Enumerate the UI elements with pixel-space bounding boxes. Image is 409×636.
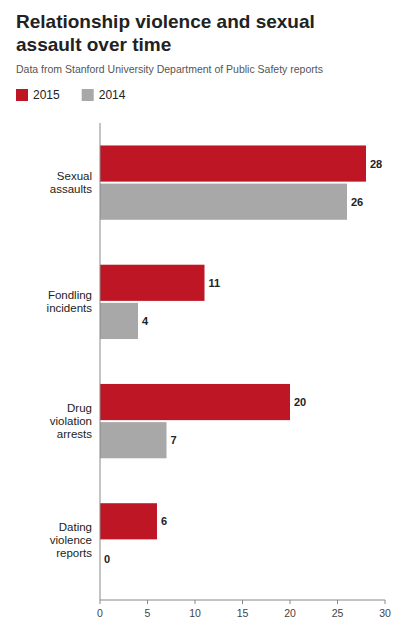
category-label-line: assaults [50, 183, 92, 195]
category-label-line: Dating [59, 521, 92, 533]
bar [100, 145, 366, 181]
x-tick [385, 600, 386, 604]
x-tick-label: 10 [189, 607, 201, 619]
title-line: Relationship violence and sexual [16, 11, 315, 32]
data-label: 0 [104, 553, 110, 565]
x-tick-label: 0 [97, 607, 103, 619]
data-label: 7 [171, 434, 177, 446]
data-label: 20 [294, 396, 306, 408]
x-tick-label: 15 [237, 607, 249, 619]
x-tick-label: 30 [379, 607, 391, 619]
bar [100, 384, 290, 420]
title: Relationship violence and sexualassault … [16, 11, 315, 55]
category-label: Fondlingincidents [47, 289, 93, 314]
x-tick [195, 600, 196, 604]
legend-label: 2015 [33, 88, 60, 102]
category-label: Datingviolencereports [50, 521, 92, 559]
x-tick [242, 600, 243, 604]
legend-swatch [82, 89, 94, 101]
data-label: 28 [370, 158, 382, 170]
x-tick [337, 600, 338, 604]
chart: Relationship violence and sexualassault … [0, 0, 409, 636]
category-label-line: incidents [47, 302, 93, 314]
bar [100, 184, 347, 220]
title-line: assault over time [16, 34, 171, 55]
category-label-line: Fondling [48, 289, 92, 301]
data-label: 11 [209, 277, 221, 289]
category-label: Drugviolationarrests [50, 402, 92, 440]
bar [100, 303, 138, 339]
data-label: 26 [351, 196, 363, 208]
y-axis-line [100, 123, 101, 600]
data-labels: 28 26 11 4 20 7 6 0 [104, 158, 382, 566]
category-label-line: Sexual [57, 170, 92, 182]
data-label: 4 [142, 315, 149, 327]
data-label: 6 [161, 515, 167, 527]
category-label-line: Drug [67, 402, 92, 414]
category-label-line: violation [50, 415, 92, 427]
x-tick-label: 5 [145, 607, 151, 619]
category-label-line: violence [50, 534, 92, 546]
x-tick-label: 25 [332, 607, 344, 619]
category-label-line: arrests [57, 428, 92, 440]
x-tick [290, 600, 291, 604]
x-tick-label: 20 [284, 607, 296, 619]
bar [100, 503, 157, 539]
x-tick [100, 600, 101, 604]
bars [100, 145, 366, 539]
legend-label: 2014 [99, 88, 126, 102]
bar [100, 422, 167, 458]
legend-swatch [16, 89, 28, 101]
x-tick [147, 600, 148, 604]
subtitle: Data from Stanford University Department… [16, 63, 323, 75]
category-label-line: reports [56, 547, 92, 559]
category-label: Sexualassaults [50, 170, 92, 195]
bar [100, 265, 205, 301]
